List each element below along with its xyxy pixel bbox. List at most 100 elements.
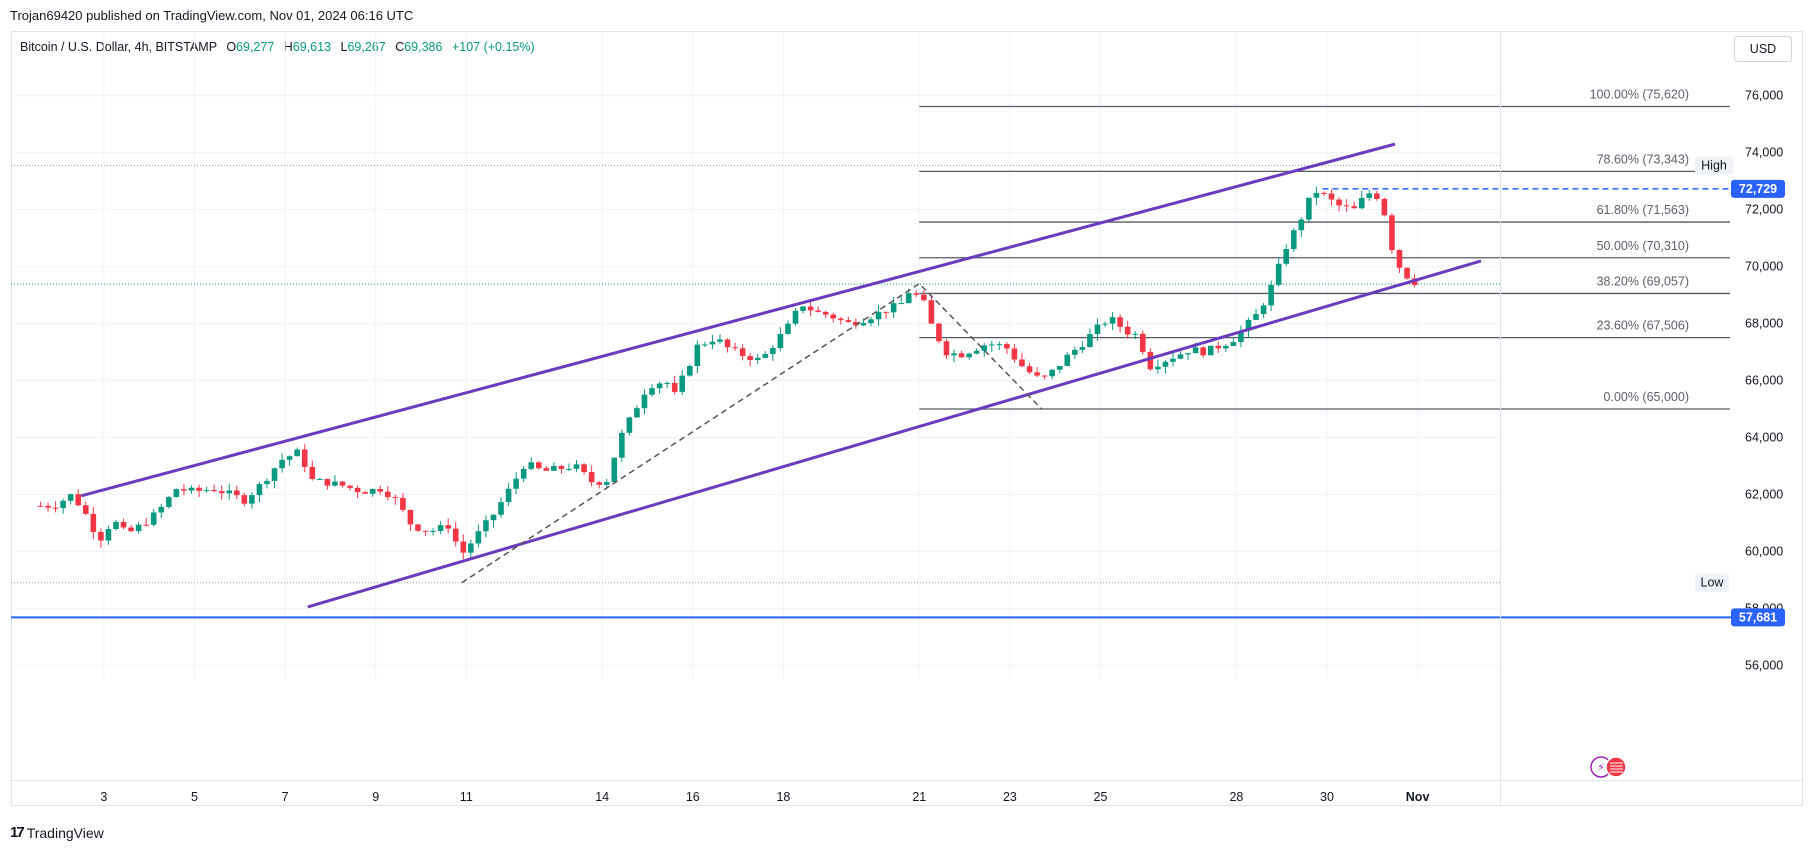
candle-body bbox=[452, 528, 459, 542]
candle-body bbox=[792, 310, 799, 324]
candle-body bbox=[1374, 193, 1380, 199]
candle-body bbox=[490, 514, 497, 521]
candle-body bbox=[619, 432, 625, 458]
candle-body bbox=[1381, 198, 1388, 216]
candle-body bbox=[347, 485, 353, 488]
candle-body bbox=[1004, 344, 1010, 349]
candle-body bbox=[271, 468, 278, 481]
candle-body bbox=[664, 382, 670, 384]
candle-body bbox=[1087, 334, 1093, 348]
y-tick-label: 74,000 bbox=[1745, 146, 1783, 160]
x-tick-label: 25 bbox=[1094, 790, 1108, 804]
candle-body bbox=[362, 492, 368, 494]
y-tick-label: 76,000 bbox=[1745, 89, 1783, 103]
candle-body bbox=[45, 505, 51, 508]
fib-level-label: 0.00% (65,000) bbox=[1604, 390, 1689, 404]
candle-body bbox=[98, 531, 104, 541]
candle-body bbox=[1170, 358, 1176, 362]
candle-body bbox=[475, 531, 482, 544]
candle-body bbox=[339, 481, 346, 486]
candle-body bbox=[483, 520, 489, 532]
high-tag-bg bbox=[1695, 156, 1733, 175]
candle-body bbox=[875, 311, 882, 320]
fibonacci-retracement[interactable]: 100.00% (75,620) 78.60% (73,343) 61.80% (7… bbox=[919, 88, 1730, 410]
high-tag: High bbox=[1701, 158, 1727, 172]
candle-body bbox=[770, 348, 776, 355]
candle-body bbox=[1056, 365, 1063, 370]
candle-body bbox=[1351, 206, 1357, 209]
candle-body bbox=[1268, 284, 1274, 306]
event-flags-icon[interactable]: ⚡ bbox=[1590, 756, 1627, 778]
candle-body bbox=[392, 497, 399, 499]
trend-drawings[interactable] bbox=[80, 142, 1482, 609]
change-value: +107 (+0.15%) bbox=[451, 40, 535, 54]
candle-body bbox=[845, 320, 852, 323]
close-value: 69,386 bbox=[404, 40, 443, 54]
candle-body bbox=[988, 344, 995, 346]
candle-body bbox=[558, 466, 565, 469]
candle-body bbox=[445, 525, 451, 529]
x-tick-label: 18 bbox=[776, 790, 790, 804]
brand-name: TradingView bbox=[26, 824, 104, 841]
candle-body bbox=[1366, 193, 1373, 198]
resistance-badge-bg bbox=[1731, 179, 1785, 198]
candle-body bbox=[905, 293, 912, 304]
candle-body bbox=[551, 466, 557, 471]
candle-body bbox=[1275, 263, 1282, 285]
candle-body bbox=[883, 311, 889, 313]
candle-body bbox=[460, 541, 467, 553]
candle-body bbox=[120, 521, 127, 528]
candle-body bbox=[249, 495, 255, 504]
candle-body bbox=[513, 478, 519, 489]
candle-body bbox=[671, 382, 678, 392]
candle-body bbox=[188, 487, 195, 491]
time-axis[interactable]: 3 5 7 9 11 14 16 18 21 23 25 28 30 Nov bbox=[11, 780, 1803, 805]
candle-body bbox=[996, 344, 1003, 346]
candle-body bbox=[921, 294, 927, 301]
candle-body bbox=[543, 468, 550, 471]
currency-button[interactable]: USD bbox=[1734, 36, 1792, 62]
candle-body bbox=[1207, 345, 1214, 356]
channel-lower-line bbox=[307, 259, 1482, 609]
candle-body bbox=[264, 480, 270, 485]
candle-body bbox=[1072, 349, 1078, 355]
candle-body bbox=[369, 488, 376, 494]
candle-body bbox=[785, 323, 791, 335]
candle-body bbox=[815, 310, 821, 312]
candle-body bbox=[1041, 375, 1048, 377]
candle-body bbox=[1336, 199, 1342, 206]
candle-body bbox=[1283, 249, 1290, 264]
candle-body bbox=[1290, 230, 1297, 250]
candle-body bbox=[981, 345, 988, 351]
tradingview-logo[interactable]: 17 TradingView bbox=[10, 824, 104, 841]
candle-body bbox=[679, 375, 686, 392]
candle-body bbox=[1102, 323, 1108, 325]
candle-body bbox=[860, 323, 867, 326]
candle-body bbox=[800, 306, 806, 311]
x-tick-label: 11 bbox=[460, 790, 473, 804]
y-tick-label: 56,000 bbox=[1745, 658, 1783, 672]
candle-body bbox=[1321, 192, 1327, 194]
y-tick-label: 62,000 bbox=[1745, 487, 1783, 501]
low-tag-bg bbox=[1695, 573, 1729, 592]
y-tick-label: 70,000 bbox=[1745, 260, 1783, 274]
candle-body bbox=[430, 530, 436, 532]
candle-body bbox=[158, 506, 165, 513]
candle-body bbox=[437, 525, 444, 531]
candle-body bbox=[581, 464, 587, 473]
candle-body bbox=[233, 490, 240, 496]
y-tick-label: 60,000 bbox=[1745, 544, 1783, 558]
candle-body bbox=[1034, 372, 1040, 376]
x-tick-label: 9 bbox=[372, 790, 379, 804]
candle-body bbox=[1064, 354, 1071, 366]
x-tick-label: 30 bbox=[1320, 790, 1334, 804]
x-tick-label: 7 bbox=[282, 790, 289, 804]
candle-body bbox=[1109, 317, 1116, 324]
candle-body bbox=[649, 388, 655, 395]
price-axis[interactable]: 56,00058,00060,00062,00064,00066,00068,0… bbox=[1500, 31, 1784, 806]
high-label: H bbox=[283, 40, 293, 54]
symbol-name[interactable]: Bitcoin / U.S. Dollar, 4h, BITSTAMP bbox=[20, 40, 217, 54]
fib-level-label: 100.00% (75,620) bbox=[1590, 88, 1689, 102]
tradingview-mark-icon: 17 bbox=[10, 824, 25, 841]
